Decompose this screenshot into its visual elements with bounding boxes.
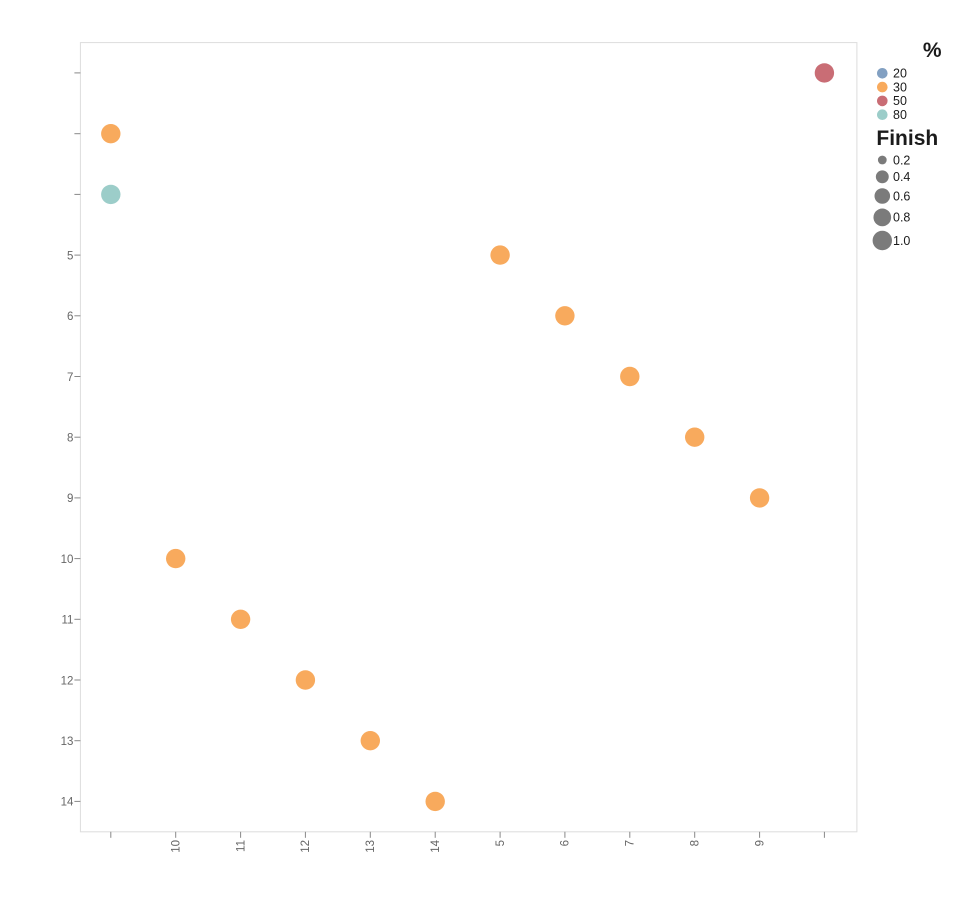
svg-text:8: 8 — [690, 840, 702, 846]
svg-text:7: 7 — [67, 372, 73, 384]
svg-text:20: 20 — [893, 67, 907, 81]
svg-text:0.6: 0.6 — [893, 189, 910, 203]
svg-text:14: 14 — [61, 797, 74, 809]
svg-text:12: 12 — [300, 840, 312, 853]
svg-text:50: 50 — [893, 94, 907, 108]
svg-text:8: 8 — [67, 433, 73, 445]
svg-text:1.0: 1.0 — [893, 234, 910, 248]
svg-text:0.4: 0.4 — [893, 170, 910, 184]
svg-text:80: 80 — [893, 108, 907, 122]
svg-text:0.2: 0.2 — [893, 153, 910, 167]
svg-text:9: 9 — [67, 493, 73, 505]
svg-text:30: 30 — [893, 80, 907, 94]
svg-text:13: 13 — [61, 736, 74, 748]
svg-text:6: 6 — [67, 311, 73, 323]
svg-text:11: 11 — [61, 615, 73, 627]
svg-text:13: 13 — [365, 840, 377, 853]
svg-text:12: 12 — [61, 675, 74, 687]
svg-text:11: 11 — [235, 840, 247, 852]
svg-text:5: 5 — [67, 250, 73, 262]
svg-text:5: 5 — [495, 840, 507, 846]
svg-text:10: 10 — [61, 554, 74, 566]
svg-text:6: 6 — [560, 840, 572, 846]
svg-text:7: 7 — [625, 840, 637, 846]
svg-text:9: 9 — [754, 840, 766, 846]
svg-text:10: 10 — [171, 840, 183, 853]
svg-text:14: 14 — [430, 839, 442, 852]
svg-text:%: % — [923, 39, 942, 62]
svg-text:0.8: 0.8 — [893, 211, 910, 225]
svg-text:Finish: Finish — [876, 127, 938, 150]
